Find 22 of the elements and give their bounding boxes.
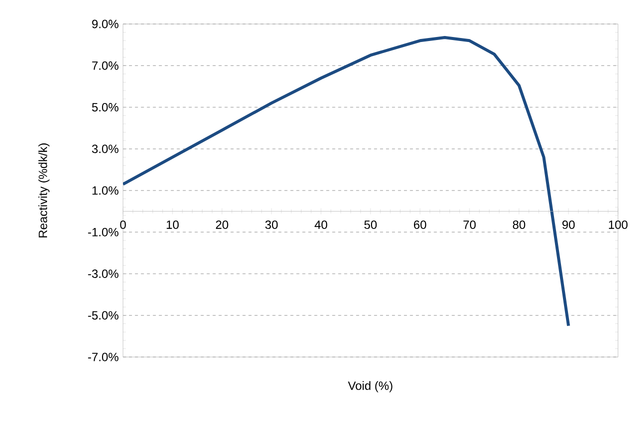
x-axis-title: Void (%): [348, 381, 392, 392]
y-tick-label: -5.0%: [88, 311, 118, 320]
x-tick-label: 70: [463, 220, 476, 229]
x-tick-label: 50: [364, 220, 377, 229]
y-tick-label: 3.0%: [92, 144, 118, 154]
x-tick-label: 30: [265, 220, 278, 229]
y-tick-label: 1.0%: [92, 186, 118, 195]
x-tick-label: 40: [314, 220, 328, 229]
y-tick-label: -7.0%: [88, 352, 118, 362]
x-tick-label: 0: [120, 220, 126, 229]
x-tick-label: 90: [562, 220, 575, 229]
y-tick-label: 5.0%: [92, 103, 118, 112]
x-tick-label: 80: [512, 220, 526, 229]
y-tick-label: 7.0%: [92, 61, 118, 70]
x-tick-label: 10: [166, 220, 179, 229]
y-tick-label: -1.0%: [88, 228, 118, 236]
y-axis-title: Reactivity (%dk/k): [38, 143, 50, 238]
y-tick-label: -3.0%: [88, 270, 118, 278]
x-tick-label: 60: [414, 220, 426, 229]
x-tick-label: 20: [216, 220, 228, 229]
y-tick-label: 9.0%: [92, 20, 118, 28]
x-tick-label: 100: [608, 220, 628, 229]
